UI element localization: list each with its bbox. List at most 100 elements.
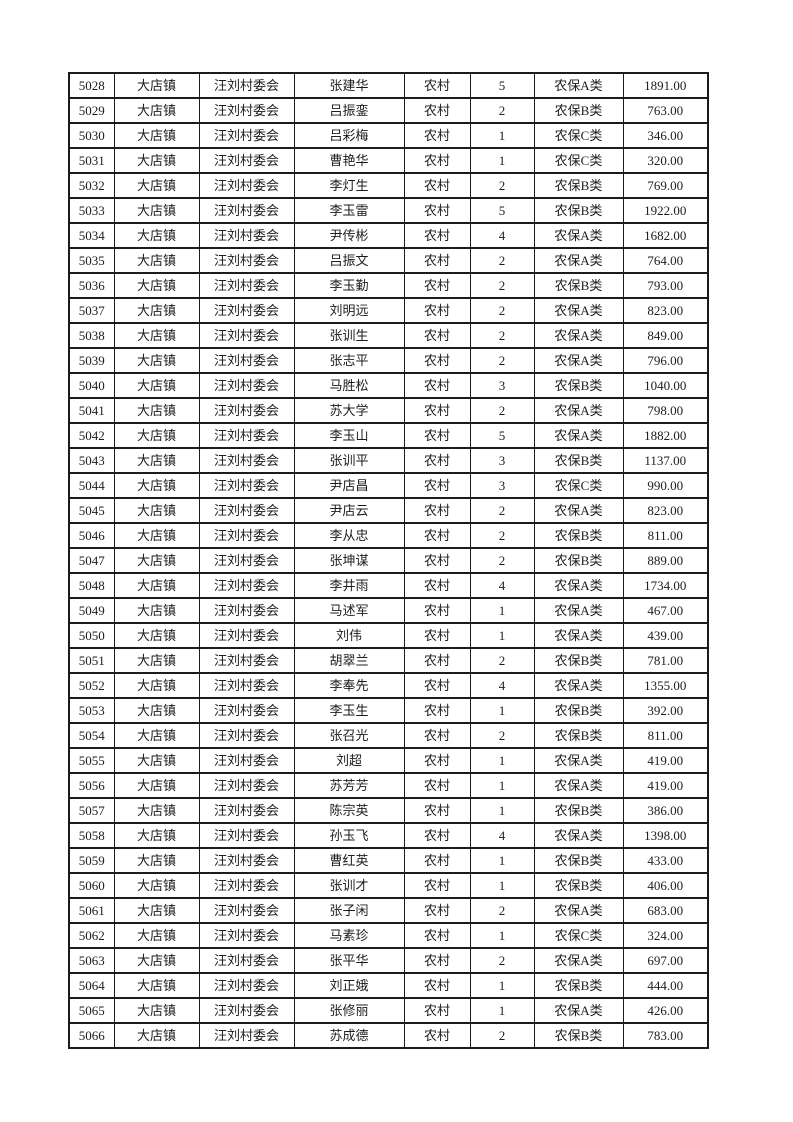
cell-residence_type: 农村 (403, 772, 471, 799)
cell-person_count: 1 (469, 997, 535, 1024)
cell-amount: 769.00 (622, 172, 709, 199)
cell-amount: 1734.00 (622, 572, 709, 599)
cell-insurance_class: 农保A类 (533, 672, 624, 699)
table-row: 5037 大店镇 汪刘村委会 刘明远 农村 2 农保A类 823.00 (68, 297, 709, 324)
cell-amount: 783.00 (622, 1022, 709, 1049)
cell-residence_type: 农村 (403, 547, 471, 574)
cell-residence_type: 农村 (403, 522, 471, 549)
cell-town: 大店镇 (113, 797, 200, 824)
cell-town: 大店镇 (113, 447, 200, 474)
cell-serial_number: 5032 (68, 172, 115, 199)
table-row: 5055 大店镇 汪刘村委会 刘超 农村 1 农保A类 419.00 (68, 747, 709, 774)
cell-village_committee: 汪刘村委会 (198, 72, 295, 99)
cell-residence_type: 农村 (403, 122, 471, 149)
cell-insurance_class: 农保A类 (533, 322, 624, 349)
cell-village_committee: 汪刘村委会 (198, 472, 295, 499)
cell-village_committee: 汪刘村委会 (198, 697, 295, 724)
cell-amount: 798.00 (622, 397, 709, 424)
cell-person_name: 张建华 (293, 72, 405, 99)
cell-serial_number: 5062 (68, 922, 115, 949)
cell-serial_number: 5051 (68, 647, 115, 674)
cell-village_committee: 汪刘村委会 (198, 797, 295, 824)
cell-person_name: 张训生 (293, 322, 405, 349)
cell-insurance_class: 农保B类 (533, 722, 624, 749)
cell-person_count: 1 (469, 597, 535, 624)
cell-amount: 467.00 (622, 597, 709, 624)
cell-person_name: 陈宗英 (293, 797, 405, 824)
cell-person_name: 李奉先 (293, 672, 405, 699)
cell-village_committee: 汪刘村委会 (198, 872, 295, 899)
table-row: 5059 大店镇 汪刘村委会 曹红英 农村 1 农保B类 433.00 (68, 847, 709, 874)
cell-town: 大店镇 (113, 572, 200, 599)
cell-amount: 1137.00 (622, 447, 709, 474)
cell-insurance_class: 农保B类 (533, 797, 624, 824)
table-row: 5031 大店镇 汪刘村委会 曹艳华 农村 1 农保C类 320.00 (68, 147, 709, 174)
cell-person_count: 5 (469, 72, 535, 99)
cell-insurance_class: 农保A类 (533, 947, 624, 974)
cell-village_committee: 汪刘村委会 (198, 147, 295, 174)
cell-person_name: 曹艳华 (293, 147, 405, 174)
cell-residence_type: 农村 (403, 897, 471, 924)
cell-serial_number: 5031 (68, 147, 115, 174)
cell-person_count: 2 (469, 272, 535, 299)
cell-person_name: 曹红英 (293, 847, 405, 874)
cell-village_committee: 汪刘村委会 (198, 297, 295, 324)
table-row: 5032 大店镇 汪刘村委会 李灯生 农村 2 农保B类 769.00 (68, 172, 709, 199)
cell-insurance_class: 农保B类 (533, 197, 624, 224)
cell-village_committee: 汪刘村委会 (198, 747, 295, 774)
cell-residence_type: 农村 (403, 247, 471, 274)
table-row: 5050 大店镇 汪刘村委会 刘伟 农村 1 农保A类 439.00 (68, 622, 709, 649)
cell-village_committee: 汪刘村委会 (198, 1022, 295, 1049)
cell-residence_type: 农村 (403, 497, 471, 524)
cell-person_count: 2 (469, 547, 535, 574)
cell-person_count: 2 (469, 97, 535, 124)
cell-town: 大店镇 (113, 297, 200, 324)
cell-residence_type: 农村 (403, 447, 471, 474)
cell-serial_number: 5028 (68, 72, 115, 99)
cell-person_name: 胡翠兰 (293, 647, 405, 674)
cell-serial_number: 5036 (68, 272, 115, 299)
cell-person_name: 苏芳芳 (293, 772, 405, 799)
table-row: 5038 大店镇 汪刘村委会 张训生 农村 2 农保A类 849.00 (68, 322, 709, 349)
table-row: 5046 大店镇 汪刘村委会 李从忠 农村 2 农保B类 811.00 (68, 522, 709, 549)
cell-insurance_class: 农保A类 (533, 772, 624, 799)
cell-person_name: 张子闲 (293, 897, 405, 924)
cell-village_committee: 汪刘村委会 (198, 897, 295, 924)
cell-residence_type: 农村 (403, 922, 471, 949)
table-row: 5060 大店镇 汪刘村委会 张训才 农村 1 农保B类 406.00 (68, 872, 709, 899)
cell-village_committee: 汪刘村委会 (198, 997, 295, 1024)
table-row: 5058 大店镇 汪刘村委会 孙玉飞 农村 4 农保A类 1398.00 (68, 822, 709, 849)
cell-person_count: 1 (469, 847, 535, 874)
cell-town: 大店镇 (113, 422, 200, 449)
cell-person_name: 苏大学 (293, 397, 405, 424)
cell-serial_number: 5040 (68, 372, 115, 399)
cell-residence_type: 农村 (403, 422, 471, 449)
cell-residence_type: 农村 (403, 322, 471, 349)
cell-insurance_class: 农保B类 (533, 972, 624, 999)
cell-residence_type: 农村 (403, 622, 471, 649)
cell-village_committee: 汪刘村委会 (198, 597, 295, 624)
cell-insurance_class: 农保B类 (533, 272, 624, 299)
cell-person_name: 张志平 (293, 347, 405, 374)
cell-person_name: 刘伟 (293, 622, 405, 649)
cell-village_committee: 汪刘村委会 (198, 722, 295, 749)
cell-person_count: 1 (469, 122, 535, 149)
cell-insurance_class: 农保A类 (533, 622, 624, 649)
cell-village_committee: 汪刘村委会 (198, 322, 295, 349)
cell-insurance_class: 农保B类 (533, 1022, 624, 1049)
cell-person_count: 5 (469, 197, 535, 224)
cell-person_count: 2 (469, 722, 535, 749)
cell-village_committee: 汪刘村委会 (198, 272, 295, 299)
cell-person_count: 2 (469, 247, 535, 274)
cell-insurance_class: 农保A类 (533, 422, 624, 449)
cell-person_count: 2 (469, 647, 535, 674)
cell-serial_number: 5038 (68, 322, 115, 349)
cell-serial_number: 5050 (68, 622, 115, 649)
cell-person_name: 尹传彬 (293, 222, 405, 249)
cell-insurance_class: 农保A类 (533, 572, 624, 599)
cell-residence_type: 农村 (403, 197, 471, 224)
cell-person_name: 李玉勤 (293, 272, 405, 299)
cell-insurance_class: 农保A类 (533, 897, 624, 924)
cell-amount: 823.00 (622, 497, 709, 524)
table-row: 5056 大店镇 汪刘村委会 苏芳芳 农村 1 农保A类 419.00 (68, 772, 709, 799)
